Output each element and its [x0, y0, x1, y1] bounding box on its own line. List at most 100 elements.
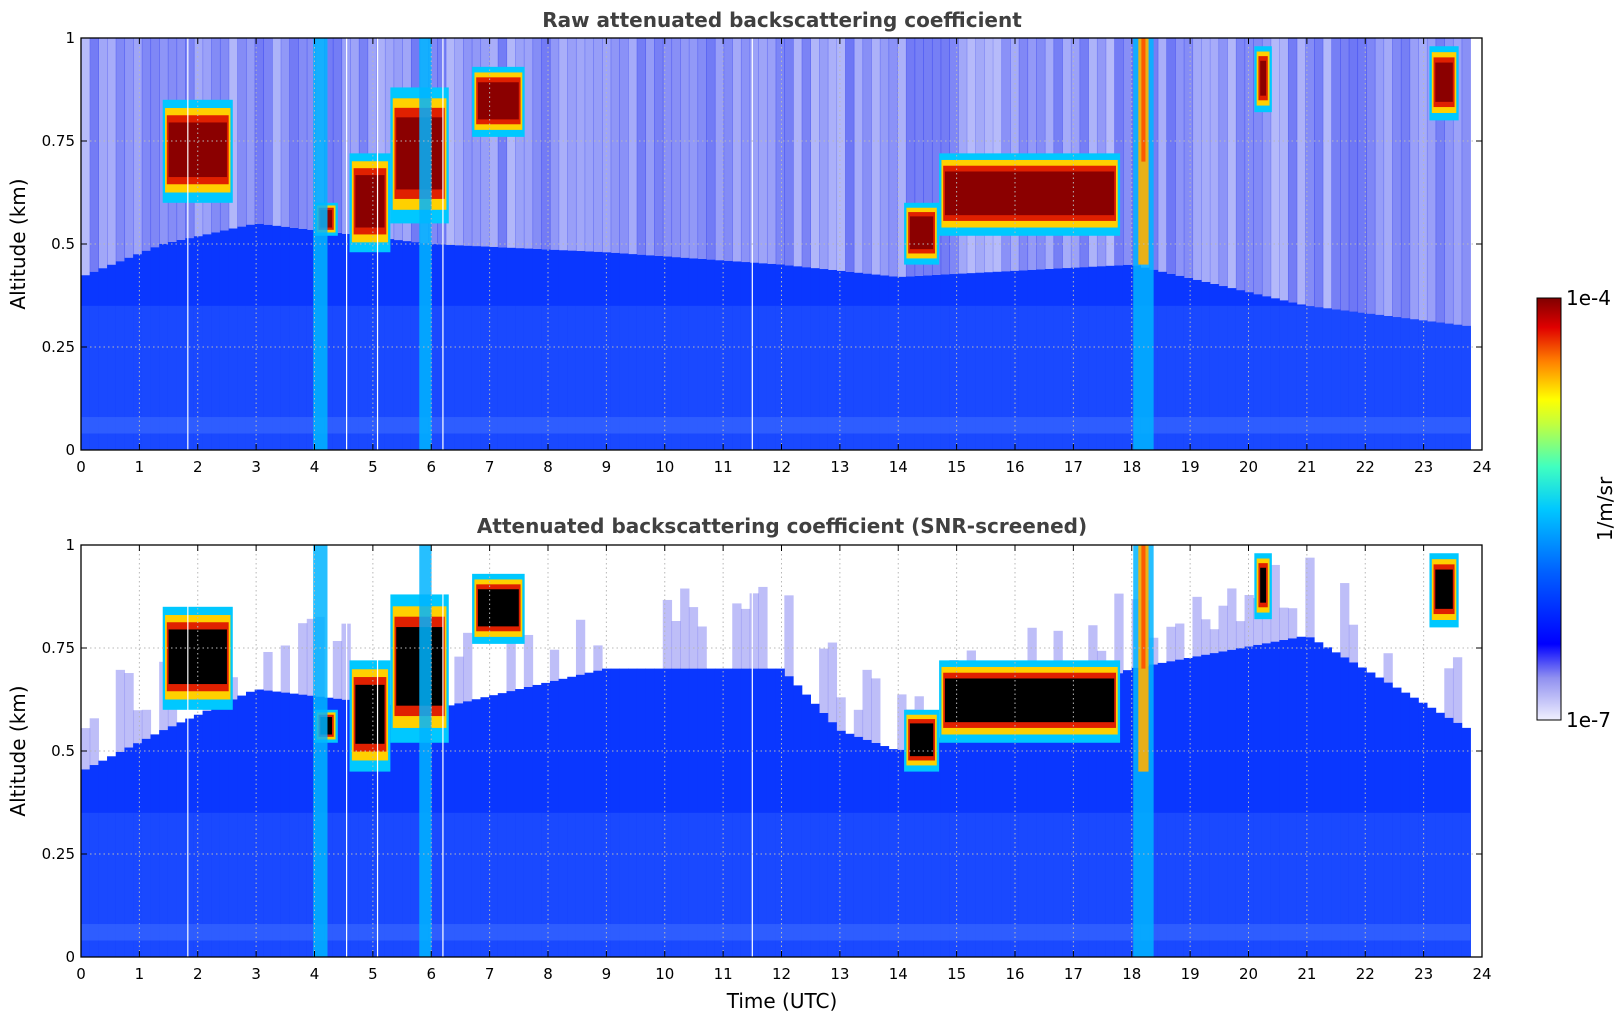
- lower-layer-cell: [862, 812, 872, 957]
- lower-layer-cell: [515, 305, 525, 450]
- noise-cell: [610, 38, 620, 253]
- noise-cell: [931, 38, 942, 275]
- lower-layer-cell: [888, 305, 898, 450]
- noise-cell: [81, 38, 91, 276]
- lower-layer-cell: [1418, 812, 1428, 957]
- lower-layer-cell: [219, 812, 230, 957]
- y-tick-label: 0.25: [42, 845, 75, 863]
- noise-cell: [793, 38, 803, 267]
- lower-layer-cell: [332, 812, 343, 957]
- lower-layer-cell: [263, 305, 273, 450]
- lower-layer-cell: [1192, 812, 1202, 957]
- lower-layer-cell: [879, 305, 890, 450]
- grid-lines: [81, 545, 1482, 957]
- lower-layer-cell: [1314, 812, 1324, 957]
- lower-layer-cell: [1244, 812, 1254, 957]
- noise-cell: [784, 38, 794, 266]
- lower-layer-cell: [940, 812, 950, 957]
- lower-layer-cell: [1270, 812, 1280, 957]
- x-tick-label: 0: [76, 458, 86, 476]
- lower-layer-cell: [897, 305, 907, 450]
- lower-layer-cell: [949, 305, 959, 450]
- screened-fringe-cell: [1270, 564, 1280, 642]
- lower-layer-cell: [428, 812, 438, 957]
- noise-cell: [489, 38, 499, 247]
- noise-cell: [1192, 38, 1202, 280]
- lower-layer-cell: [1192, 305, 1202, 450]
- noise-cell: [298, 38, 308, 229]
- x-tick-label: 1: [135, 458, 145, 476]
- screened-fringe-cell: [306, 618, 317, 696]
- noise-cell: [1383, 38, 1393, 317]
- noise-cell: [1435, 38, 1445, 323]
- lower-layer-cell: [1409, 812, 1419, 957]
- noise-cell: [376, 38, 386, 239]
- lower-layer-cell: [193, 812, 204, 957]
- lower-layer-cell: [1114, 305, 1124, 450]
- lower-layer-cell: [1096, 305, 1107, 450]
- screened-fringe-cell: [1279, 607, 1289, 641]
- boundary-layer-cell: [1209, 653, 1220, 957]
- screened-fringe-cell: [732, 603, 742, 669]
- noise-cell: [688, 38, 699, 259]
- screened-fringe-cell: [740, 608, 751, 669]
- lower-layer-cell: [306, 305, 317, 450]
- noise-cell: [1235, 38, 1246, 291]
- cloud-core: [909, 723, 934, 757]
- plot-frame: [80, 37, 1483, 451]
- screened-fringe-cell: [853, 709, 864, 737]
- lower-layer-cell: [1461, 812, 1471, 957]
- lower-layer-cell: [1175, 305, 1185, 450]
- lower-layer-cell: [393, 812, 403, 957]
- lower-layer-cell: [775, 305, 785, 450]
- lower-layer-cell: [324, 305, 334, 450]
- lower-layer-cell: [506, 305, 516, 450]
- x-tick-label: 12: [772, 965, 791, 983]
- lower-layer-cell: [376, 812, 386, 957]
- noise-cell: [1340, 38, 1350, 311]
- panel-title: Attenuated backscattering coefficient (S…: [477, 514, 1087, 538]
- lower-layer-cell: [940, 305, 950, 450]
- lower-layer-cell: [506, 812, 516, 957]
- x-tick-label: 4: [310, 458, 320, 476]
- lower-layer-cell: [1027, 305, 1037, 450]
- lower-layer-cell: [966, 305, 976, 450]
- noise-cell: [532, 38, 542, 249]
- lower-layer-cell: [871, 305, 881, 450]
- lower-layer-cell: [593, 305, 603, 450]
- lower-layer-cell: [280, 305, 290, 450]
- lower-layer-cell: [1010, 812, 1020, 957]
- lower-layer-cell: [1444, 323, 1454, 450]
- lower-layer-cell: [1157, 812, 1168, 957]
- lower-layer-cell: [1149, 812, 1159, 957]
- lower-layer-cell: [115, 812, 126, 957]
- lower-layer-cell: [463, 812, 473, 957]
- axis-ticks: 0 1 2 3 4 5 6 7 8 9 10 11 12 13 14 15 16 17 18 19 20 21 22 23 24…: [42, 29, 1492, 476]
- lower-layer-cell: [1053, 305, 1063, 450]
- lower-layer-cell: [1435, 322, 1445, 450]
- lower-layer-cell: [1287, 812, 1298, 957]
- noise-cell: [306, 38, 317, 230]
- lower-layer-cell: [905, 812, 916, 957]
- noise-cell: [628, 38, 638, 255]
- screened-fringe-cell: [1253, 598, 1263, 645]
- noise-cell: [714, 38, 725, 261]
- lower-layer-cell: [1435, 812, 1445, 957]
- x-tick-label: 0: [76, 965, 86, 983]
- lower-layer-cell: [480, 812, 490, 957]
- lower-layer-cell: [688, 812, 699, 957]
- lower-layer-cell: [992, 305, 1003, 450]
- lower-layer-cell: [1244, 305, 1254, 450]
- x-tick-label: 5: [368, 965, 378, 983]
- x-tick-label: 20: [1239, 965, 1258, 983]
- lower-layer-cell: [263, 812, 273, 957]
- lower-layer-cell: [202, 305, 212, 450]
- lower-layer-cell: [1348, 311, 1359, 450]
- cloud-core: [168, 122, 227, 178]
- lower-layer-cell: [454, 812, 464, 957]
- lower-layer-cell: [1105, 305, 1115, 450]
- lower-layer-cell: [931, 305, 942, 450]
- cloud-core: [944, 171, 1115, 216]
- noise-cell: [775, 38, 785, 265]
- grid-lines: [81, 38, 1482, 450]
